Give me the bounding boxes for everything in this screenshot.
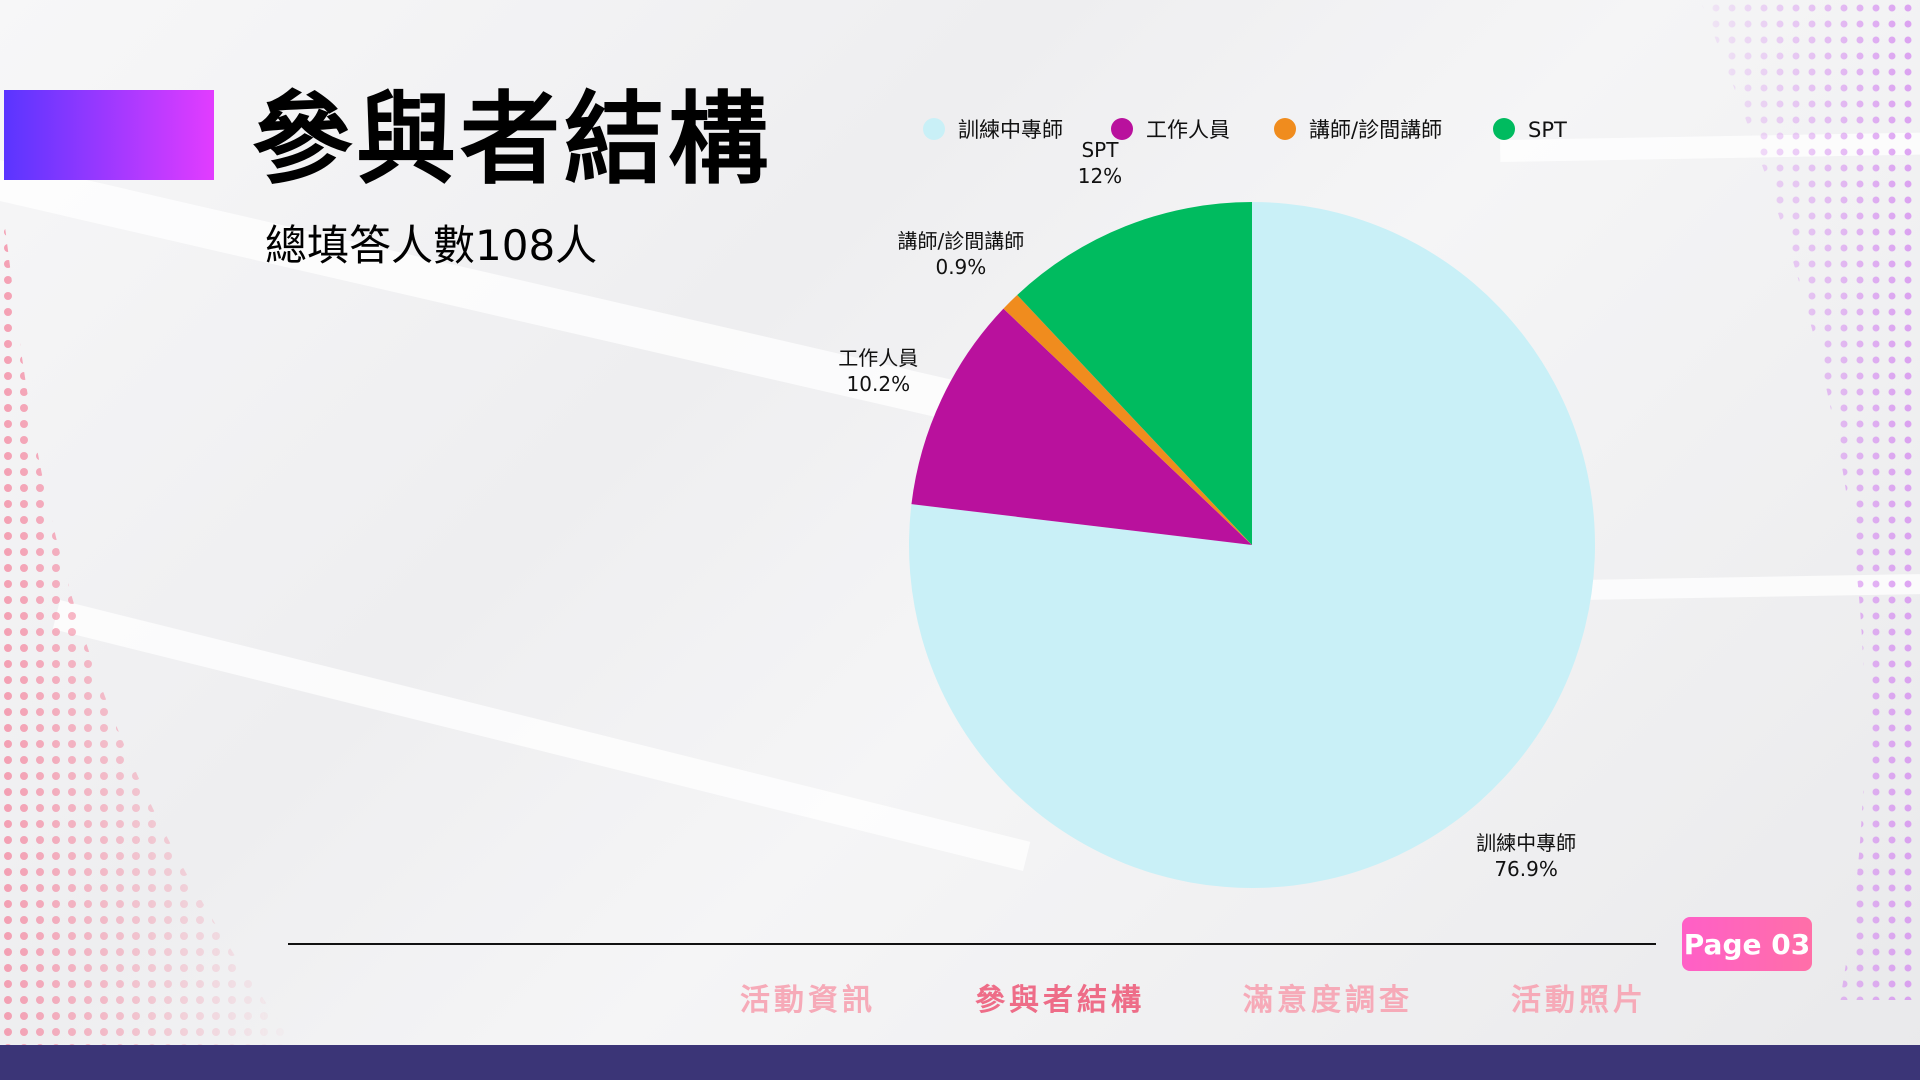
footer-divider bbox=[288, 943, 1656, 945]
dot-pattern-left bbox=[0, 190, 300, 1050]
data-label-value: 12% bbox=[1078, 164, 1122, 188]
legend-item-0: 訓練中專師 bbox=[923, 118, 1063, 142]
page-title: 參與者結構 bbox=[252, 81, 772, 198]
legend-item-3: SPT bbox=[1493, 118, 1567, 142]
legend-label: SPT bbox=[1528, 118, 1567, 142]
data-label-value: 10.2% bbox=[847, 372, 911, 396]
respondent-count: 總填答人數108人 bbox=[265, 221, 598, 270]
data-label-value: 0.9% bbox=[935, 255, 986, 279]
page-number-badge: Page 03 bbox=[1682, 917, 1812, 971]
legend-swatch bbox=[1493, 118, 1515, 140]
data-label-name: 訓練中專師 bbox=[1476, 831, 1576, 855]
legend-item-1: 工作人員 bbox=[1111, 118, 1230, 142]
legend-label: 講師/診間講師 bbox=[1309, 118, 1442, 142]
nav-item-participant-structure[interactable]: 參與者結構 bbox=[975, 983, 1145, 1018]
legend-swatch bbox=[1111, 118, 1133, 140]
footer-bar bbox=[0, 1045, 1920, 1080]
pie-slice-2 bbox=[1003, 294, 1252, 545]
legend-swatch bbox=[923, 118, 945, 140]
data-label-name: SPT bbox=[1081, 138, 1119, 162]
dot-pattern-right bbox=[1700, 0, 1920, 1000]
nav-item-activity-info[interactable]: 活動資訊 bbox=[740, 983, 876, 1018]
data-label-name: 講師/診間講師 bbox=[898, 229, 1025, 253]
legend-swatch bbox=[1274, 118, 1296, 140]
data-label-name: 工作人員 bbox=[838, 346, 918, 370]
title-accent-bar bbox=[4, 90, 214, 180]
legend-label: 工作人員 bbox=[1146, 118, 1230, 142]
data-label-value: 76.9% bbox=[1494, 857, 1558, 881]
nav-item-satisfaction-survey[interactable]: 滿意度調查 bbox=[1243, 983, 1413, 1018]
pie-slice-3 bbox=[1017, 202, 1252, 545]
pie-slice-1 bbox=[911, 308, 1252, 545]
nav-item-activity-photos[interactable]: 活動照片 bbox=[1511, 983, 1647, 1018]
legend-label: 訓練中專師 bbox=[958, 118, 1063, 142]
legend-item-2: 講師/診間講師 bbox=[1274, 118, 1442, 142]
